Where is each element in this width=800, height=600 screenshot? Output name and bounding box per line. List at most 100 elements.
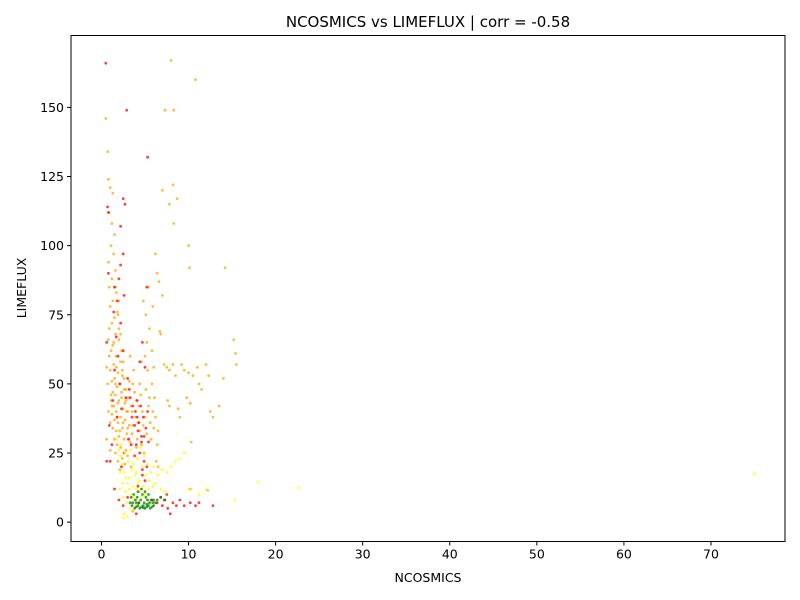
data-point — [143, 479, 147, 483]
data-point — [126, 454, 129, 458]
data-point — [143, 354, 147, 358]
data-point — [204, 363, 208, 366]
x-tick-label: 0 — [97, 547, 105, 562]
data-point — [121, 462, 124, 466]
data-point — [108, 421, 112, 424]
data-point — [108, 459, 112, 463]
data-point — [189, 440, 193, 444]
data-point — [115, 415, 119, 419]
y-tick-label: 100 — [40, 238, 64, 253]
data-point — [130, 504, 134, 507]
data-point — [121, 516, 125, 520]
data-point — [110, 379, 114, 383]
data-point — [131, 404, 135, 408]
data-point — [118, 429, 122, 433]
data-point — [178, 457, 182, 460]
data-point — [129, 443, 133, 447]
data-point — [120, 407, 123, 411]
data-point — [121, 374, 124, 377]
data-point — [107, 285, 111, 289]
data-point — [148, 396, 151, 400]
data-point — [152, 504, 156, 507]
y-axis: 0 25 50 75 100 125 150 — [40, 100, 71, 530]
data-point — [108, 186, 112, 190]
data-point — [188, 266, 191, 270]
data-point — [128, 354, 132, 358]
data-point — [114, 410, 118, 413]
data-point — [194, 504, 197, 507]
data-point — [105, 341, 109, 344]
data-point — [162, 490, 166, 494]
data-point — [187, 244, 190, 248]
data-point — [104, 117, 108, 120]
data-point — [113, 437, 116, 441]
data-point — [155, 498, 159, 502]
data-point — [124, 388, 128, 391]
data-point — [159, 495, 163, 499]
data-point — [121, 504, 125, 507]
data-point — [128, 440, 132, 444]
data-point — [169, 465, 173, 469]
data-point — [126, 495, 129, 499]
data-point — [140, 440, 143, 444]
data-point — [124, 448, 128, 452]
data-point — [175, 197, 179, 201]
data-point — [141, 506, 145, 510]
data-point — [195, 365, 199, 369]
data-point — [124, 476, 128, 480]
data-point — [171, 183, 175, 187]
data-point — [150, 349, 154, 353]
data-point — [114, 365, 118, 369]
data-point — [141, 493, 144, 496]
data-point — [129, 495, 133, 499]
data-point — [145, 465, 149, 469]
data-point — [156, 473, 160, 477]
data-point — [127, 437, 130, 441]
data-point — [123, 462, 127, 466]
data-point — [147, 404, 150, 408]
data-point — [191, 374, 195, 377]
data-point — [117, 277, 121, 281]
data-point — [146, 462, 150, 466]
data-point — [128, 448, 132, 452]
data-point — [194, 78, 197, 82]
data-point — [107, 211, 110, 214]
data-point — [139, 446, 143, 449]
data-point — [139, 498, 143, 502]
data-point — [121, 197, 125, 201]
data-point — [129, 493, 133, 496]
data-point — [141, 415, 145, 419]
data-point — [113, 418, 116, 422]
data-point — [148, 327, 151, 330]
data-point — [148, 501, 151, 505]
data-point — [134, 498, 137, 502]
data-point — [207, 374, 211, 377]
data-point — [121, 368, 124, 372]
data-point — [127, 379, 131, 383]
data-point — [166, 399, 170, 402]
data-point — [200, 388, 204, 391]
plot-frame — [70, 35, 786, 542]
data-point — [113, 285, 116, 289]
data-point — [157, 280, 161, 283]
data-point — [120, 390, 123, 394]
data-point — [132, 493, 136, 496]
data-point — [135, 457, 139, 460]
data-point — [139, 393, 143, 397]
data-point — [148, 479, 151, 483]
data-point — [145, 432, 149, 436]
data-point — [116, 401, 120, 405]
data-point — [151, 484, 155, 488]
data-point — [151, 305, 155, 308]
data-point — [122, 377, 126, 380]
data-point — [133, 424, 137, 427]
data-point — [256, 480, 260, 484]
data-point — [217, 404, 221, 408]
data-point — [166, 506, 170, 510]
data-point — [154, 501, 157, 505]
data-point — [111, 390, 115, 394]
data-point — [126, 515, 129, 518]
data-point — [197, 382, 201, 386]
data-point — [131, 382, 135, 386]
